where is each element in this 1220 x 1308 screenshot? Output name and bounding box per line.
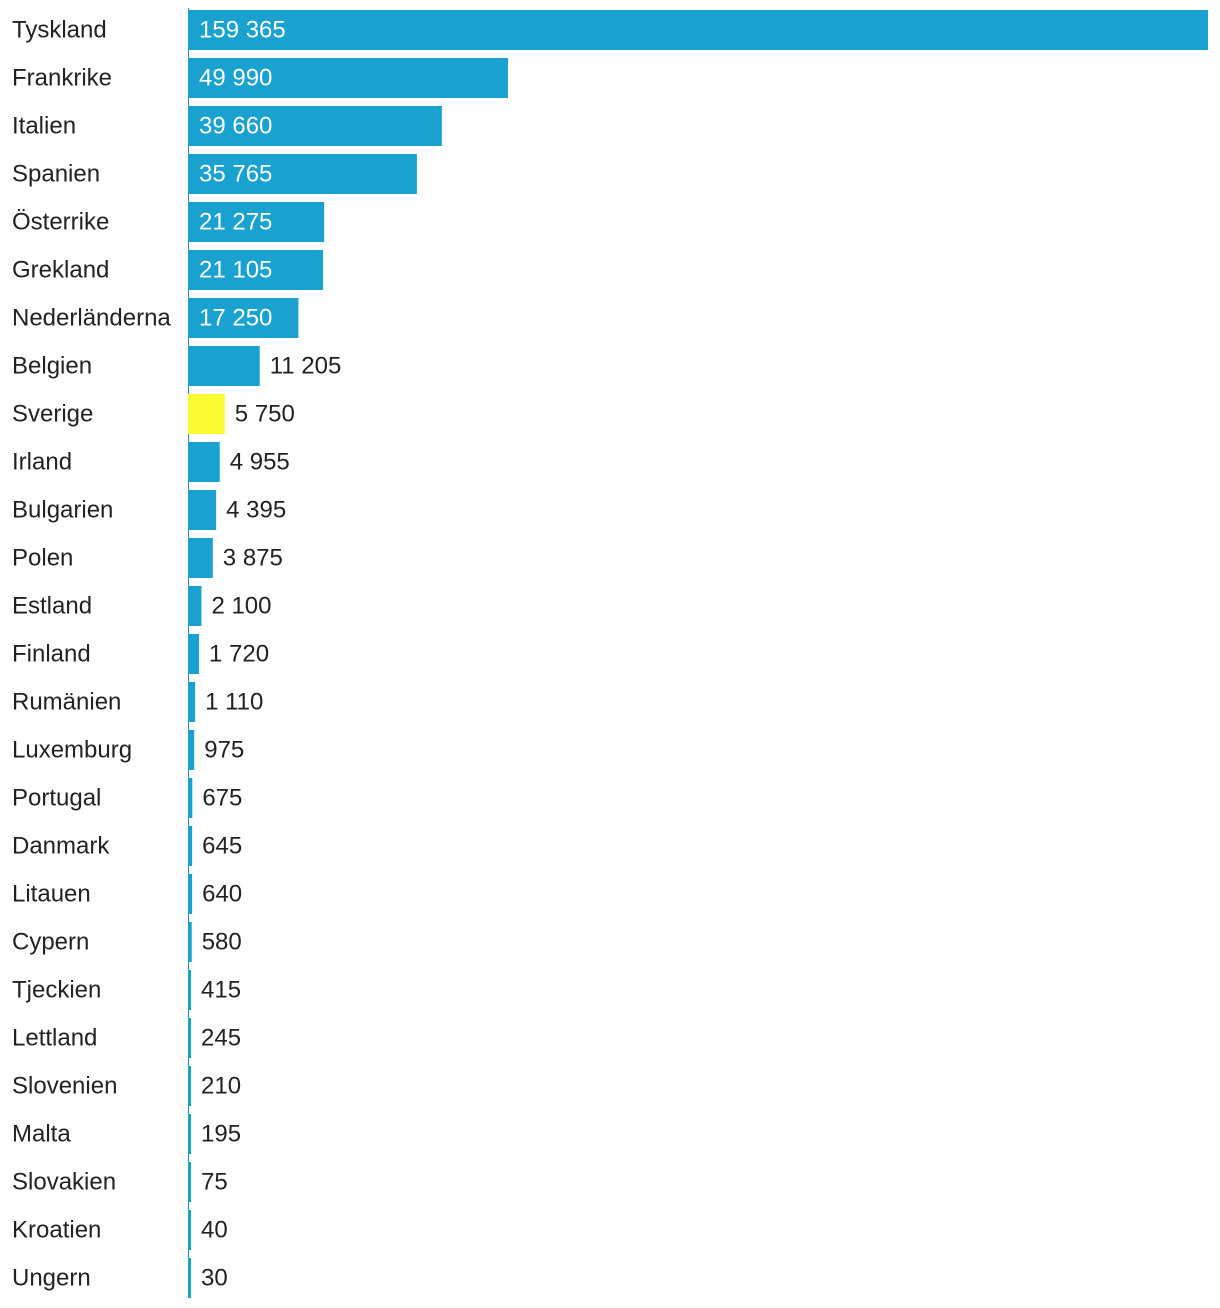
category-label: Sverige [12,401,93,428]
category-label: Italien [12,113,76,140]
bar-litauen [188,874,193,914]
bar-luxemburg [188,730,195,770]
bar-rumänien [188,682,196,722]
bar-malta [188,1114,191,1154]
value-label: 159 365 [199,17,286,44]
bar-irland [188,442,220,482]
value-label: 11 205 [270,353,342,380]
bar-polen [188,538,213,578]
category-label: Belgien [12,353,92,380]
category-label: Slovenien [12,1073,117,1100]
category-label: Danmark [12,833,110,860]
category-label: Österrike [12,209,109,236]
bar-kroatien [188,1210,191,1250]
bar-ungern [188,1258,191,1298]
bar-belgien [188,346,260,386]
value-label: 39 660 [199,113,272,140]
value-label: 4 395 [226,497,286,524]
category-label: Slovakien [12,1169,116,1196]
value-label: 1 110 [205,689,263,716]
bar-österrike [188,202,325,242]
bar-tyskland [188,10,1208,50]
bar-tjeckien [188,970,191,1010]
bar-finland [188,634,200,674]
bar-frankrike [188,58,508,98]
value-label: 3 875 [223,545,283,572]
value-label: 415 [201,977,241,1004]
category-label: Luxemburg [12,737,132,764]
value-label: 49 990 [199,65,272,92]
value-label: 580 [202,929,242,956]
value-label: 245 [201,1025,241,1052]
bar-italien [188,106,442,146]
value-label: 30 [201,1265,228,1292]
value-label: 75 [201,1169,228,1196]
bar-lettland [188,1018,191,1058]
value-label: 195 [201,1121,241,1148]
category-label: Litauen [12,881,91,908]
category-label: Lettland [12,1025,97,1052]
category-label: Spanien [12,161,100,188]
category-label: Finland [12,641,91,668]
category-label: Tjeckien [12,977,101,1004]
bars-layer [188,10,1208,1298]
category-label: Tyskland [12,17,107,44]
category-label: Nederländerna [12,305,171,332]
category-label: Ungern [12,1265,91,1292]
bar-estland [188,586,202,626]
category-label: Frankrike [12,65,112,92]
category-label: Polen [12,545,73,572]
bar-slovakien [188,1162,191,1202]
bar-bulgarien [188,490,217,530]
value-label: 21 275 [199,209,272,236]
category-label: Bulgarien [12,497,113,524]
value-label: 640 [202,881,242,908]
category-label: Rumänien [12,689,121,716]
value-label: 17 250 [199,305,272,332]
bar-slovenien [188,1066,191,1106]
value-label: 35 765 [199,161,272,188]
value-label: 975 [204,737,244,764]
bar-sverige [188,394,225,434]
category-label: Portugal [12,785,101,812]
value-label: 675 [202,785,242,812]
category-label: Kroatien [12,1217,101,1244]
bar-cypern [188,922,192,962]
category-label: Estland [12,593,92,620]
bar-grekland [188,250,324,290]
bar-nederländerna [188,298,299,338]
bar-portugal [188,778,193,818]
value-label: 645 [202,833,242,860]
bar-spanien [188,154,417,194]
value-label: 2 100 [211,593,271,620]
value-label: 210 [201,1073,241,1100]
category-label: Cypern [12,929,89,956]
value-label: 4 955 [230,449,290,476]
labels-layer: Tyskland 159 365 Frankrike 49 990 Italien 39 … [12,17,341,1292]
value-label: 40 [201,1217,228,1244]
category-label: Malta [12,1121,71,1148]
category-label: Irland [12,449,72,476]
bar-danmark [188,826,193,866]
category-label: Grekland [12,257,109,284]
value-label: 21 105 [199,257,272,284]
value-label: 1 720 [209,641,269,668]
value-label: 5 750 [235,401,295,428]
